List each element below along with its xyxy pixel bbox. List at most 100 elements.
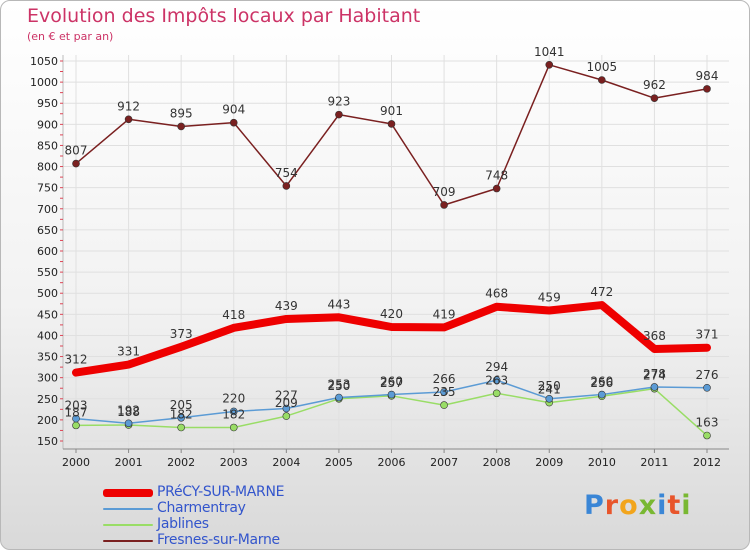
data-label: 1041 [534,45,565,59]
x-tick-label: 2012 [693,456,721,469]
data-point [72,159,80,168]
data-label: 1005 [587,60,618,74]
data-point [440,401,448,409]
x-tick-label: 2003 [220,456,248,469]
data-label: 331 [117,345,140,359]
y-tick-label: 750 [37,182,58,195]
y-tick-label: 250 [37,393,58,406]
x-tick-label: 2004 [272,456,300,469]
data-point [282,412,291,420]
data-label: 220 [222,391,245,405]
data-label: 443 [327,297,350,311]
y-tick-label: 550 [37,266,58,279]
data-label: 274 [643,369,666,383]
data-label: 901 [380,104,403,118]
data-point [387,120,396,128]
tick-labels: 150 200 250 300 350 400 450 500 550 600 650 700 750 8… [30,55,721,469]
data-label: 188 [117,405,140,419]
legend-label: Jablines [157,516,209,532]
data-point [335,393,343,402]
legend-swatch [103,489,153,497]
data-label: 253 [327,378,350,392]
data-label: 439 [275,299,298,313]
data-point [282,182,291,190]
data-label: 373 [170,327,193,341]
data-label: 263 [485,373,508,387]
data-label: 294 [485,360,508,374]
data-point [703,383,711,392]
logo-letter: t [667,490,682,521]
data-point [703,431,711,440]
legend-swatch [103,524,153,526]
data-point [492,376,501,385]
logo-letter: o [619,490,639,521]
y-tick-label: 850 [37,139,58,152]
y-tick-label: 400 [37,329,58,342]
data-point [545,394,554,403]
data-point [440,388,448,396]
x-tick-label: 2009 [535,456,563,469]
data-point [124,419,133,428]
data-label: 418 [222,308,245,322]
data-point [598,76,606,84]
data-label: 182 [170,407,193,421]
data-label: 984 [696,69,719,83]
x-tick-label: 2006 [378,456,406,469]
data-label: 260 [380,375,403,389]
data-point [124,115,133,124]
y-tick-label: 1050 [30,55,58,68]
data-label: 203 [65,399,88,413]
legend-label: Fresnes-sur-Marne [157,532,280,548]
y-tick-label: 800 [37,161,58,174]
data-label: 459 [538,291,561,305]
data-point [177,122,185,131]
data-label: 182 [222,407,245,421]
data-point [282,404,291,413]
data-label: 754 [275,166,298,180]
series-line-0 [72,301,711,377]
data-label: 227 [275,388,298,402]
data-point [703,85,711,93]
x-tick-label: 2007 [430,456,458,469]
data-label: 895 [170,106,193,120]
data-label: 266 [433,372,456,386]
x-tick-label: 2008 [483,456,511,469]
x-tick-label: 2005 [325,456,353,469]
y-tick-label: 450 [37,308,58,321]
data-label: 163 [696,416,719,430]
data-label: 468 [485,287,508,301]
legend-swatch [103,540,153,542]
data-label: 241 [538,383,561,397]
y-tick-label: 350 [37,351,58,364]
data-label: 748 [485,169,508,183]
data-label: 250 [538,379,561,393]
data-label: 420 [380,307,403,321]
legend-swatch [103,508,153,510]
data-label: 257 [380,376,403,390]
data-point [440,201,448,209]
y-tick-label: 950 [37,97,58,110]
data-point [229,118,238,127]
data-point [335,110,343,119]
data-point [177,423,185,432]
proxiti-logo: Proxiti [584,490,692,521]
y-tick-label: 650 [37,224,58,237]
data-point [650,94,659,102]
data-point [177,413,185,422]
data-label: 256 [590,376,613,390]
data-labels: 187 188 182 182 209 250 257 235 263 241 256 274 163 2… [65,45,719,430]
data-label: 192 [117,403,140,417]
data-label: 250 [327,379,350,393]
y-tick-label: 300 [37,372,58,385]
logo-letter: x [638,490,658,521]
series-points [72,60,711,440]
data-label: 209 [275,396,298,410]
data-label: 260 [590,375,613,389]
data-point [72,414,80,423]
chart-title: Evolution des Impôts locaux par Habitant [27,5,421,27]
y-tick-label: 500 [37,287,58,300]
data-label: 709 [433,185,456,199]
data-label: 368 [643,329,666,343]
